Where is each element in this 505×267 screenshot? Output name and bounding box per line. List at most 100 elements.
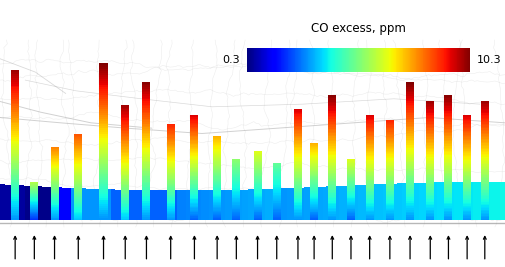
Bar [142, 87, 150, 89]
Bar [310, 184, 318, 185]
Bar [262, 48, 263, 72]
Bar [338, 186, 339, 220]
Bar [310, 203, 318, 204]
Bar [386, 191, 394, 193]
Bar [213, 203, 221, 204]
Bar [459, 48, 460, 72]
Bar [273, 216, 281, 217]
Bar [167, 200, 175, 201]
Bar [254, 151, 262, 152]
Bar [438, 48, 439, 72]
Bar [30, 214, 38, 215]
Bar [406, 190, 414, 192]
Bar [74, 185, 82, 186]
Bar [310, 217, 318, 218]
Bar [19, 185, 20, 220]
Bar [213, 201, 221, 202]
Bar [444, 209, 452, 211]
Bar [11, 167, 19, 169]
Bar [121, 150, 129, 152]
Bar [213, 147, 221, 148]
Bar [213, 178, 221, 179]
Bar [444, 143, 452, 144]
Bar [302, 187, 304, 220]
Bar [483, 182, 485, 220]
Bar [11, 199, 19, 201]
Bar [328, 106, 336, 108]
Bar [426, 107, 434, 109]
Bar [167, 130, 175, 131]
Bar [366, 179, 374, 180]
Bar [503, 182, 505, 220]
Bar [53, 187, 54, 220]
Bar [254, 214, 262, 215]
Bar [347, 175, 355, 176]
Bar [463, 212, 471, 214]
Bar [395, 183, 397, 220]
Bar [428, 48, 429, 72]
Bar [406, 117, 414, 119]
Bar [11, 144, 19, 146]
Bar [328, 140, 336, 141]
Bar [294, 167, 302, 168]
Bar [406, 187, 414, 189]
Bar [24, 186, 25, 220]
Bar [11, 121, 19, 123]
Bar [347, 215, 355, 216]
Bar [335, 48, 336, 72]
Bar [310, 168, 318, 169]
Bar [383, 184, 385, 220]
Bar [50, 206, 59, 207]
Bar [386, 143, 394, 144]
Bar [213, 181, 221, 182]
Bar [348, 186, 349, 220]
Bar [417, 48, 418, 72]
Bar [121, 152, 129, 153]
Bar [11, 192, 19, 194]
Bar [232, 172, 240, 173]
Bar [366, 206, 374, 207]
Bar [444, 160, 452, 162]
Bar [386, 213, 394, 214]
Bar [464, 48, 465, 72]
Bar [300, 188, 302, 220]
Bar [50, 219, 59, 220]
Bar [11, 156, 19, 158]
Bar [406, 113, 414, 115]
Bar [416, 48, 417, 72]
Bar [274, 189, 275, 220]
Bar [347, 180, 355, 181]
Bar [333, 186, 334, 220]
Bar [406, 171, 414, 173]
Bar [382, 48, 383, 72]
Bar [254, 171, 262, 172]
Bar [99, 97, 108, 99]
Bar [74, 183, 82, 184]
Bar [426, 178, 434, 179]
Bar [463, 140, 471, 141]
Bar [463, 175, 471, 176]
Bar [280, 189, 282, 220]
Bar [99, 196, 108, 198]
Bar [294, 148, 302, 150]
Bar [254, 162, 262, 163]
Bar [406, 133, 414, 134]
Bar [310, 151, 318, 152]
Bar [328, 133, 336, 135]
Bar [386, 200, 394, 201]
Bar [294, 194, 302, 195]
Bar [232, 218, 240, 219]
Bar [294, 182, 302, 184]
Bar [426, 205, 434, 207]
Bar [412, 183, 414, 220]
Bar [311, 48, 312, 72]
Bar [74, 184, 82, 185]
Bar [310, 219, 318, 220]
Bar [366, 127, 374, 128]
Bar [254, 207, 262, 208]
Bar [50, 179, 59, 180]
Bar [294, 134, 302, 136]
Bar [366, 200, 374, 202]
Bar [213, 190, 221, 191]
Bar [11, 211, 19, 213]
